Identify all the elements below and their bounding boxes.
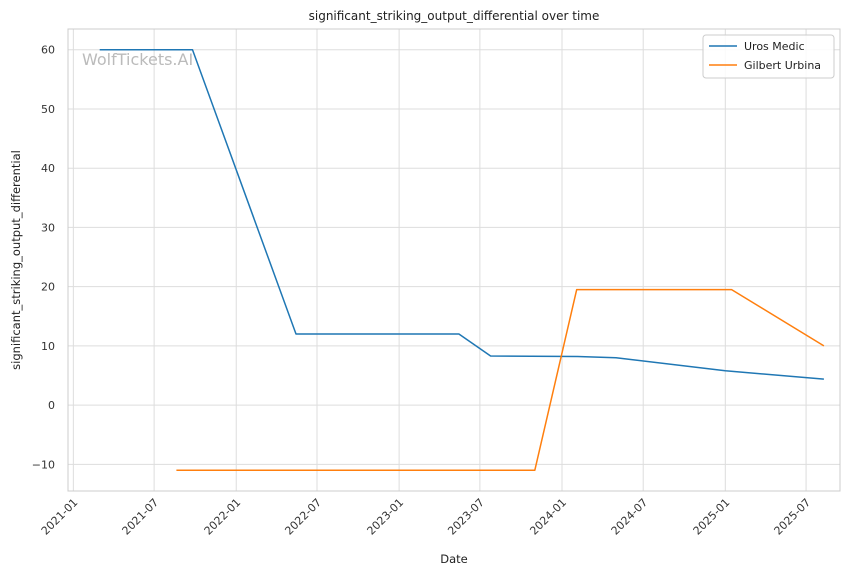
x-tick-label: 2023-07: [445, 496, 487, 538]
y-tick-label: 40: [41, 162, 55, 175]
series-line-0: [99, 48, 824, 380]
grid: [68, 29, 840, 491]
series-line-1: [176, 288, 825, 472]
x-tick-label: 2023-01: [365, 496, 407, 538]
y-tick-label: 10: [41, 340, 55, 353]
x-tick-label: 2021-07: [120, 496, 162, 538]
x-tick-label: 2021-01: [39, 496, 81, 538]
series-lines: [99, 48, 825, 472]
y-tick-label: 20: [41, 281, 55, 294]
x-tick-label: 2024-07: [609, 496, 651, 538]
y-axis: −10 0 10 20 30 40 50 60: [32, 44, 55, 472]
x-tick-label: 2022-07: [282, 496, 324, 538]
y-tick-label: 60: [41, 44, 55, 57]
plot-frame: [67, 28, 841, 492]
x-tick-label: 2024-01: [527, 496, 569, 538]
x-tick-label: 2025-07: [772, 496, 814, 538]
legend: Uros Medic Gilbert Urbina: [702, 34, 835, 79]
legend-label: Uros Medic: [744, 40, 805, 53]
y-tick-label: 0: [48, 399, 55, 412]
chart-title: significant_striking_output_differential…: [309, 9, 600, 23]
x-axis-label: Date: [440, 552, 468, 566]
y-tick-label: 30: [41, 221, 55, 234]
y-tick-label: −10: [32, 458, 55, 471]
x-tick-label: 2022-01: [202, 496, 244, 538]
x-axis: 2021-01 2021-07 2022-01 2022-07 2023-01 2023-…: [39, 496, 813, 538]
watermark: WolfTickets.AI: [82, 50, 193, 69]
x-tick-label: 2025-01: [691, 496, 733, 538]
y-axis-label: significant_striking_output_differential: [9, 150, 23, 370]
y-tick-label: 50: [41, 103, 55, 116]
legend-label: Gilbert Urbina: [744, 59, 821, 72]
